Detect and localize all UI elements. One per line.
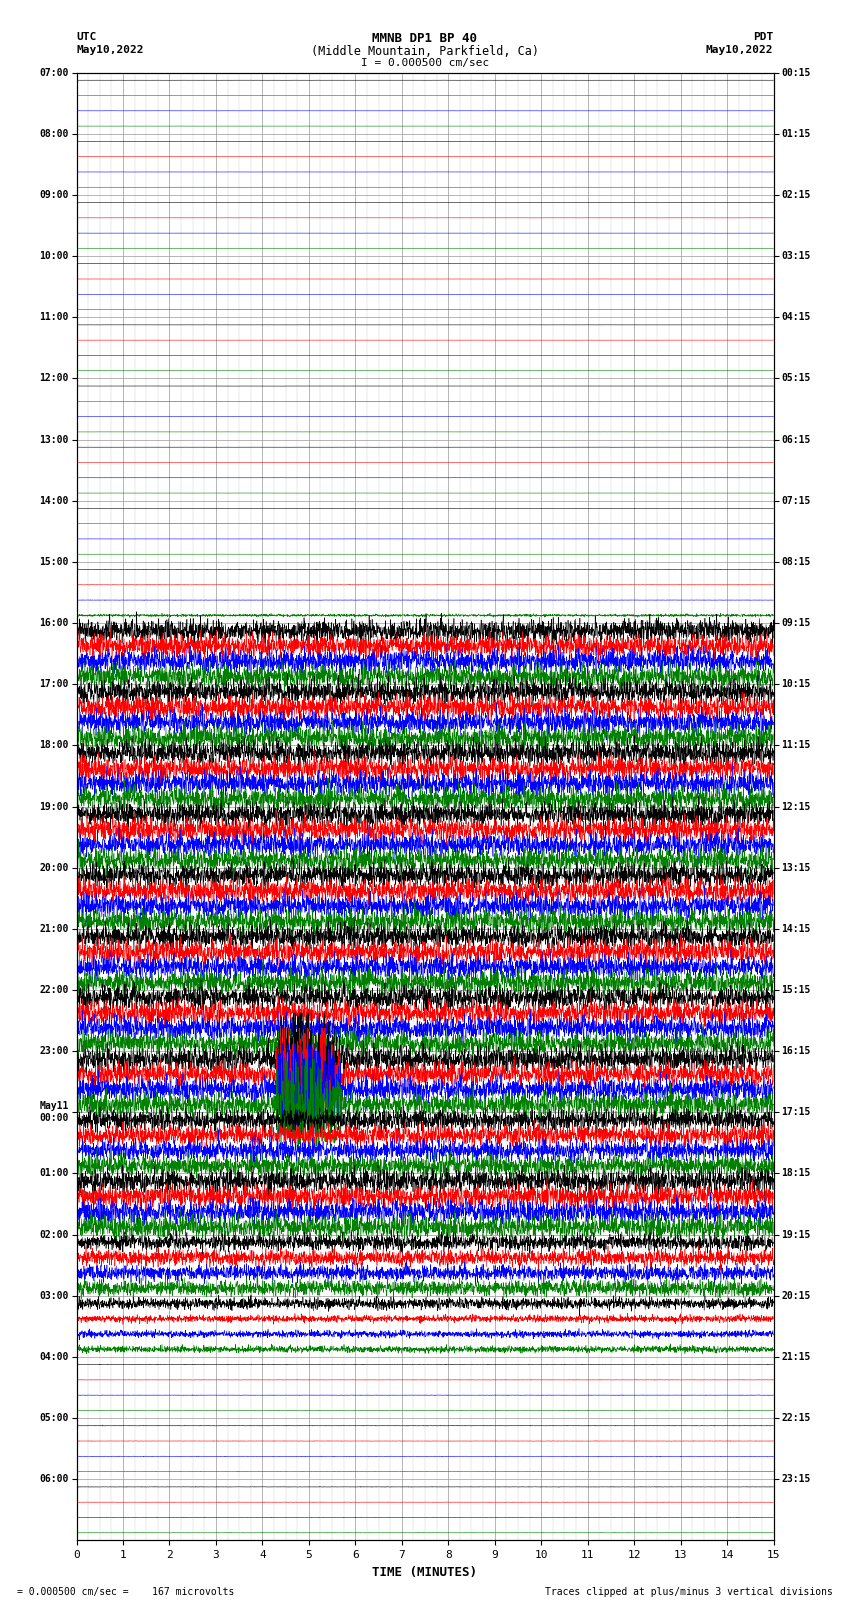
Text: PDT: PDT — [753, 32, 774, 42]
Text: = 0.000500 cm/sec =    167 microvolts: = 0.000500 cm/sec = 167 microvolts — [17, 1587, 235, 1597]
Text: (Middle Mountain, Parkfield, Ca): (Middle Mountain, Parkfield, Ca) — [311, 45, 539, 58]
Text: Traces clipped at plus/minus 3 vertical divisions: Traces clipped at plus/minus 3 vertical … — [545, 1587, 833, 1597]
Text: I = 0.000500 cm/sec: I = 0.000500 cm/sec — [361, 58, 489, 68]
Text: UTC: UTC — [76, 32, 97, 42]
Text: May10,2022: May10,2022 — [76, 45, 144, 55]
Text: May10,2022: May10,2022 — [706, 45, 774, 55]
X-axis label: TIME (MINUTES): TIME (MINUTES) — [372, 1566, 478, 1579]
Text: MMNB DP1 BP 40: MMNB DP1 BP 40 — [372, 32, 478, 45]
